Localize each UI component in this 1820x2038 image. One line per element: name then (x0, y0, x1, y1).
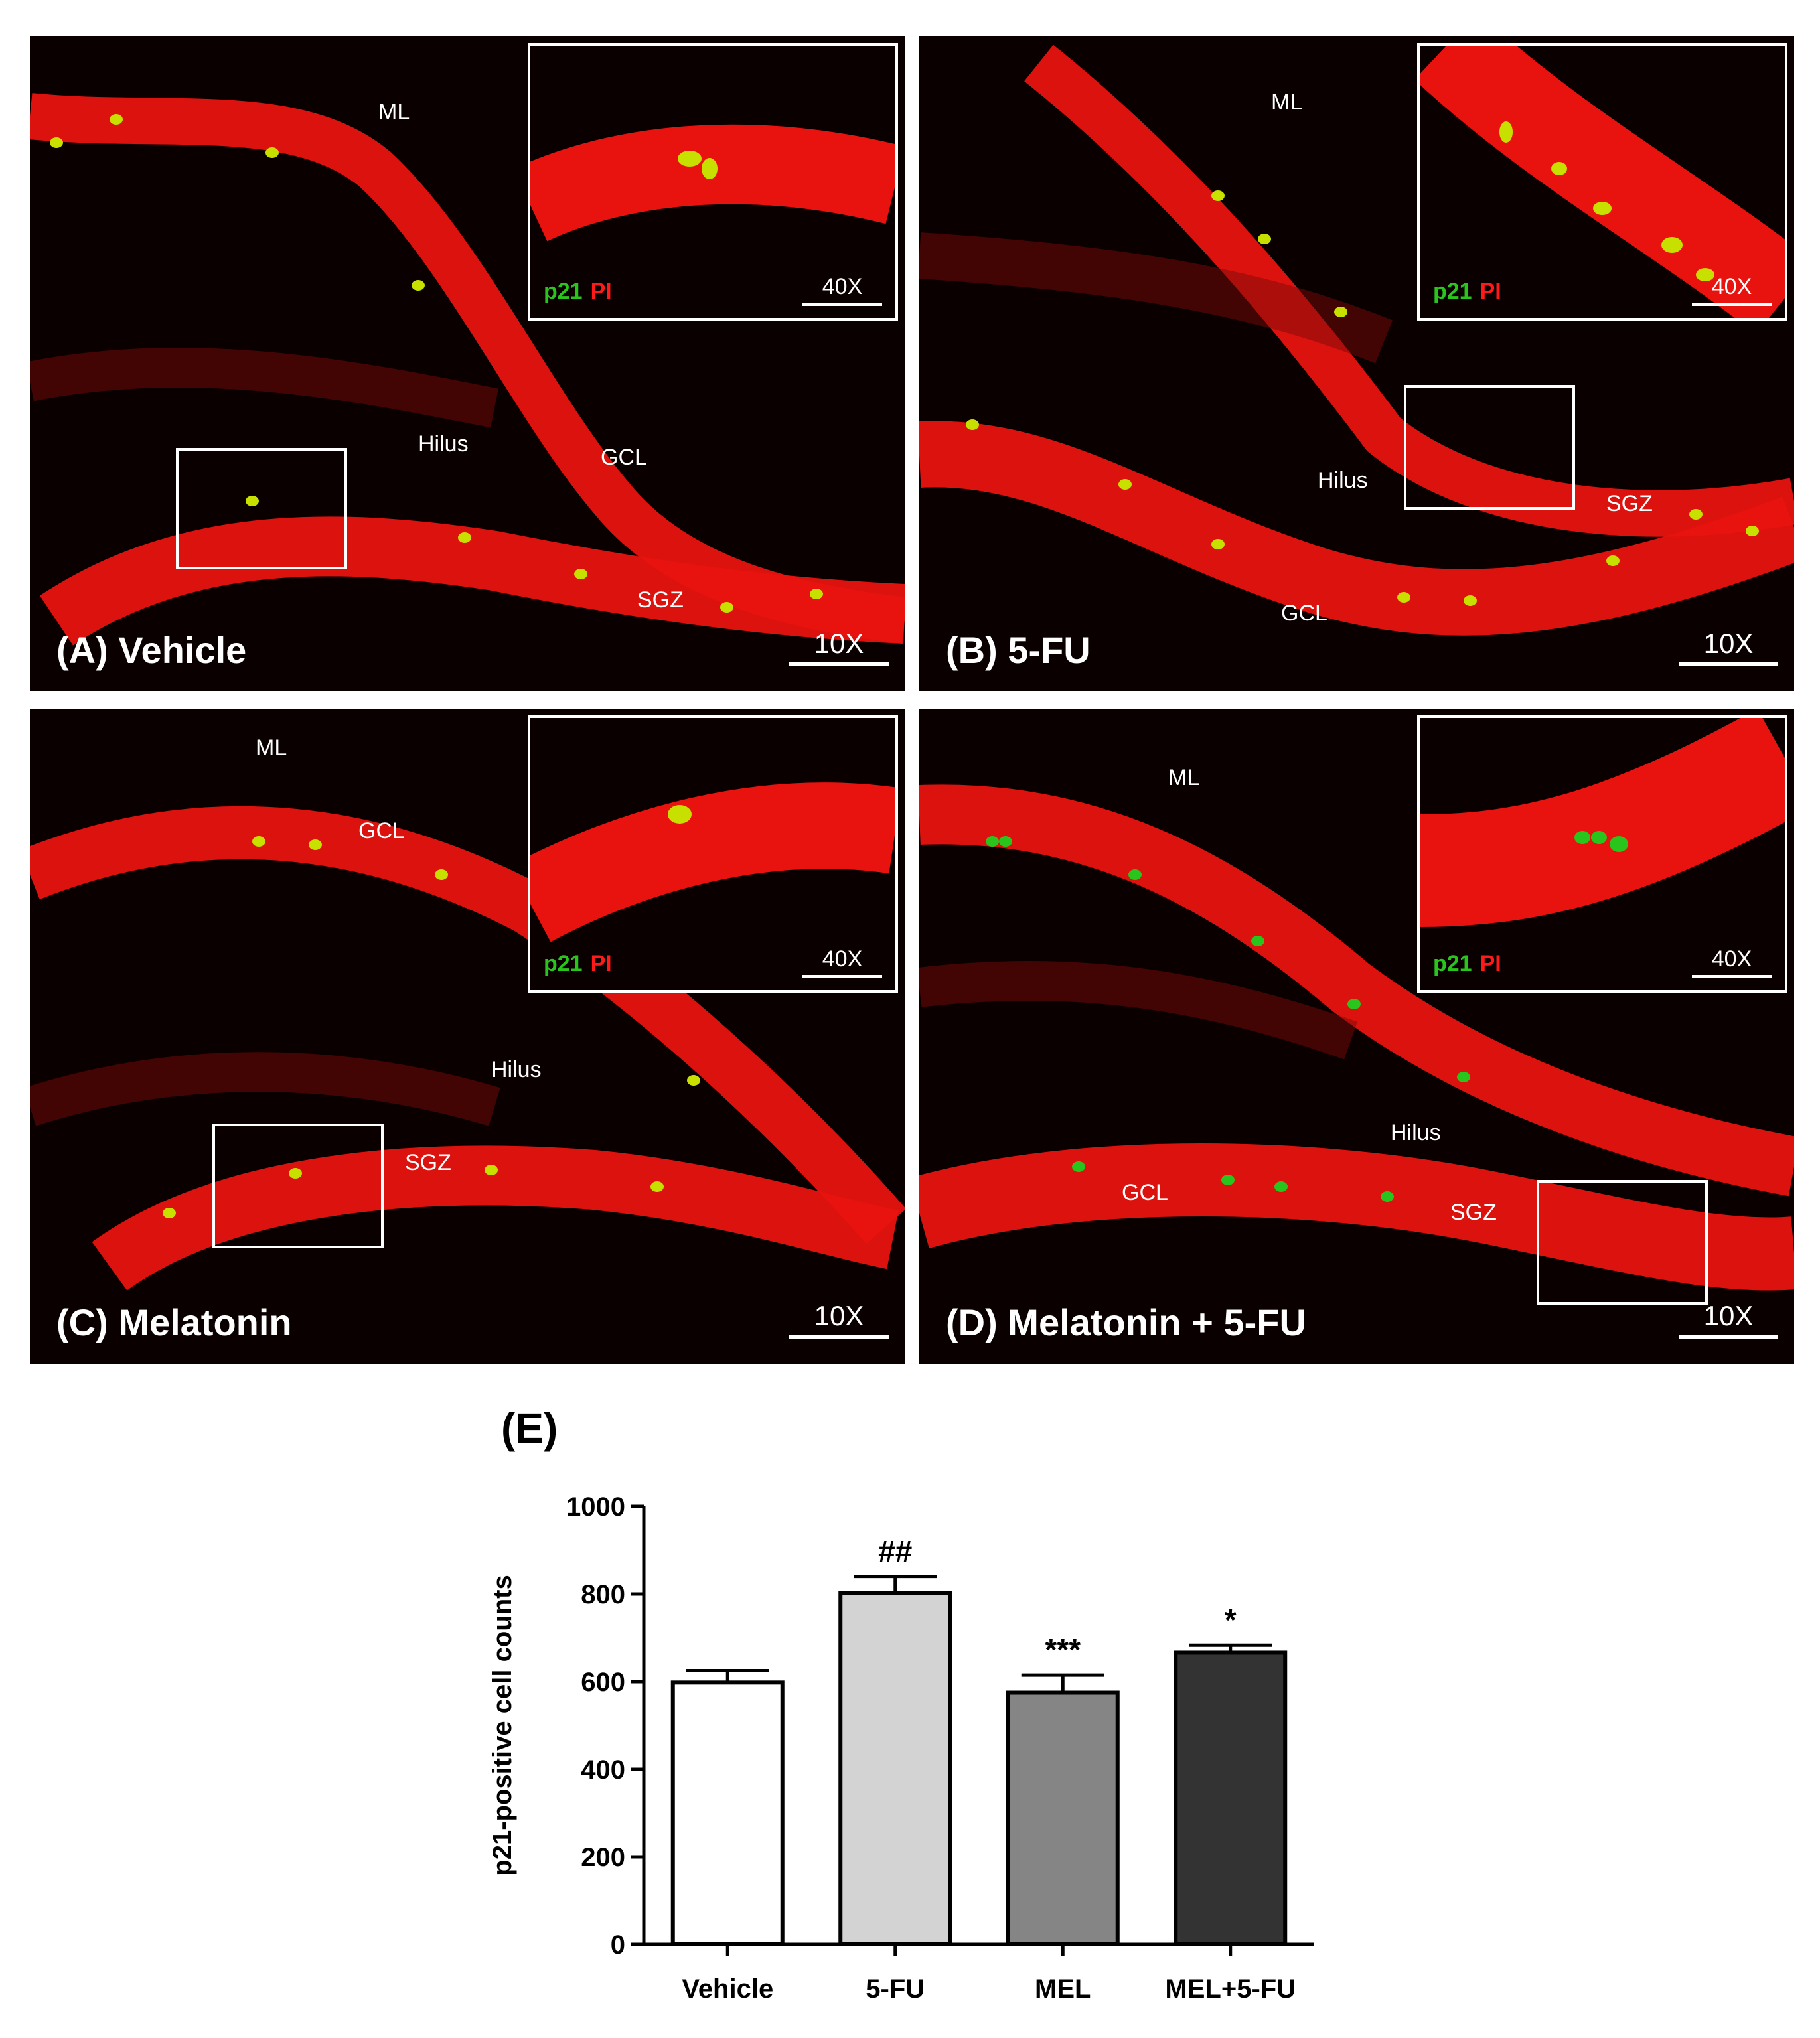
stain-legend: p21 PI (1433, 279, 1501, 305)
panel-d: ML Hilus GCL SGZ p21 PI 40X (D) Melatonin… (919, 709, 1794, 1364)
stain-legend: p21 PI (544, 279, 612, 305)
region-label: Hilus (491, 1057, 542, 1082)
legend-p21: p21 (544, 951, 583, 976)
inset-40x: p21 PI 40X (528, 715, 898, 993)
zoom-region-box (212, 1124, 384, 1248)
region-label: GCL (601, 445, 647, 470)
x-tick-label: Vehicle (682, 1974, 773, 2003)
stain-legend: p21 PI (544, 951, 612, 977)
inset-magnification: 40X (822, 274, 863, 299)
zoom-region-box (1404, 385, 1575, 510)
zoom-region-box (1537, 1180, 1708, 1305)
bar (670, 1680, 785, 1946)
bar-chart: 0 200 400 600 800 1000 p21-positive cell count… (488, 1492, 1314, 2003)
significance-label: *** (1045, 1633, 1081, 1667)
region-label: SGZ (637, 587, 684, 613)
scale-bar: 10X (789, 628, 889, 666)
scale-bar: 10X (1679, 628, 1778, 666)
inset-40x: p21 PI 40X (1417, 43, 1787, 321)
region-label: ML (1271, 90, 1303, 115)
chart-panel-label: (E) (501, 1404, 558, 1452)
region-label: GCL (1122, 1180, 1168, 1205)
inset-magnification: 40X (822, 946, 863, 972)
inset-image (1420, 718, 1785, 927)
legend-p21: p21 (1433, 951, 1472, 976)
inset-magnification: 40X (1711, 946, 1752, 972)
panel-a: ML Hilus GCL SGZ p21 PI 40X (A) Vehicle 1… (30, 36, 905, 691)
inset-scale-bar: 40X (802, 946, 882, 978)
legend-p21: p21 (1433, 279, 1472, 304)
region-label: Hilus (1391, 1120, 1441, 1145)
inset-image (1420, 46, 1785, 318)
region-label: ML (1168, 765, 1200, 790)
panel-c: ML GCL Hilus SGZ p21 PI 40X (C) Melatonin… (30, 709, 905, 1364)
y-tick-label: 200 (581, 1843, 625, 1872)
legend-pi: PI (590, 279, 612, 304)
stain-legend: p21 PI (1433, 951, 1501, 977)
inset-40x: p21 PI 40X (1417, 715, 1787, 993)
legend-p21: p21 (544, 279, 583, 304)
region-label: SGZ (1450, 1200, 1497, 1225)
panel-title: (D) Melatonin + 5-FU (946, 1301, 1306, 1343)
x-tick-label: MEL (1035, 1974, 1091, 2003)
panel-magnification: 10X (814, 628, 864, 659)
significance-label: * (1225, 1603, 1237, 1637)
significance-label: ## (878, 1534, 912, 1569)
region-label: Hilus (418, 431, 469, 457)
scale-bar: 10X (789, 1300, 889, 1339)
region-label: SGZ (1606, 491, 1653, 516)
inset-scale-bar: 40X (802, 274, 882, 306)
legend-pi: PI (590, 951, 612, 976)
inset-magnification: 40X (1711, 274, 1752, 299)
inset-scale-bar: 40X (1692, 274, 1772, 306)
panel-a-tissue-image (30, 93, 905, 646)
region-label: ML (378, 100, 410, 125)
inset-image (530, 124, 895, 242)
bar (1174, 1650, 1288, 1946)
x-tick-label: MEL+5-FU (1165, 1974, 1296, 2003)
panel-c-tissue-image (30, 806, 905, 1291)
panel-title: (B) 5-FU (946, 629, 1091, 671)
panel-b-tissue-image (919, 44, 1794, 636)
panel-title: (C) Melatonin (56, 1301, 292, 1343)
region-label: GCL (358, 818, 405, 843)
panel-d-tissue-image (919, 784, 1794, 1291)
bar (1006, 1690, 1120, 1946)
region-label: ML (256, 735, 287, 761)
inset-image (530, 782, 895, 942)
inset-40x: p21 PI 40X (528, 43, 898, 321)
bar (838, 1591, 952, 1946)
y-axis-label: p21-positive cell counts (488, 1575, 517, 1875)
zoom-region-box (176, 448, 347, 569)
x-tick-label: 5-FU (866, 1974, 925, 2003)
inset-scale-bar: 40X (1692, 946, 1772, 978)
y-tick-label: 600 (581, 1668, 625, 1697)
panel-magnification: 10X (1703, 628, 1754, 659)
y-tick-label: 1000 (566, 1492, 625, 1522)
legend-pi: PI (1479, 279, 1501, 304)
region-label: SGZ (405, 1150, 451, 1175)
panel-b: ML Hilus SGZ GCL p21 PI 40X (B) 5-FU 10X (919, 36, 1794, 691)
legend-pi: PI (1479, 951, 1501, 976)
region-label: GCL (1281, 601, 1327, 626)
panel-title: (A) Vehicle (56, 629, 247, 671)
panel-magnification: 10X (814, 1300, 864, 1331)
y-tick-label: 0 (611, 1930, 625, 1960)
region-label: Hilus (1318, 468, 1368, 493)
panel-magnification: 10X (1703, 1300, 1754, 1331)
y-tick-label: 800 (581, 1580, 625, 1609)
y-tick-label: 400 (581, 1755, 625, 1784)
scale-bar: 10X (1679, 1300, 1778, 1339)
